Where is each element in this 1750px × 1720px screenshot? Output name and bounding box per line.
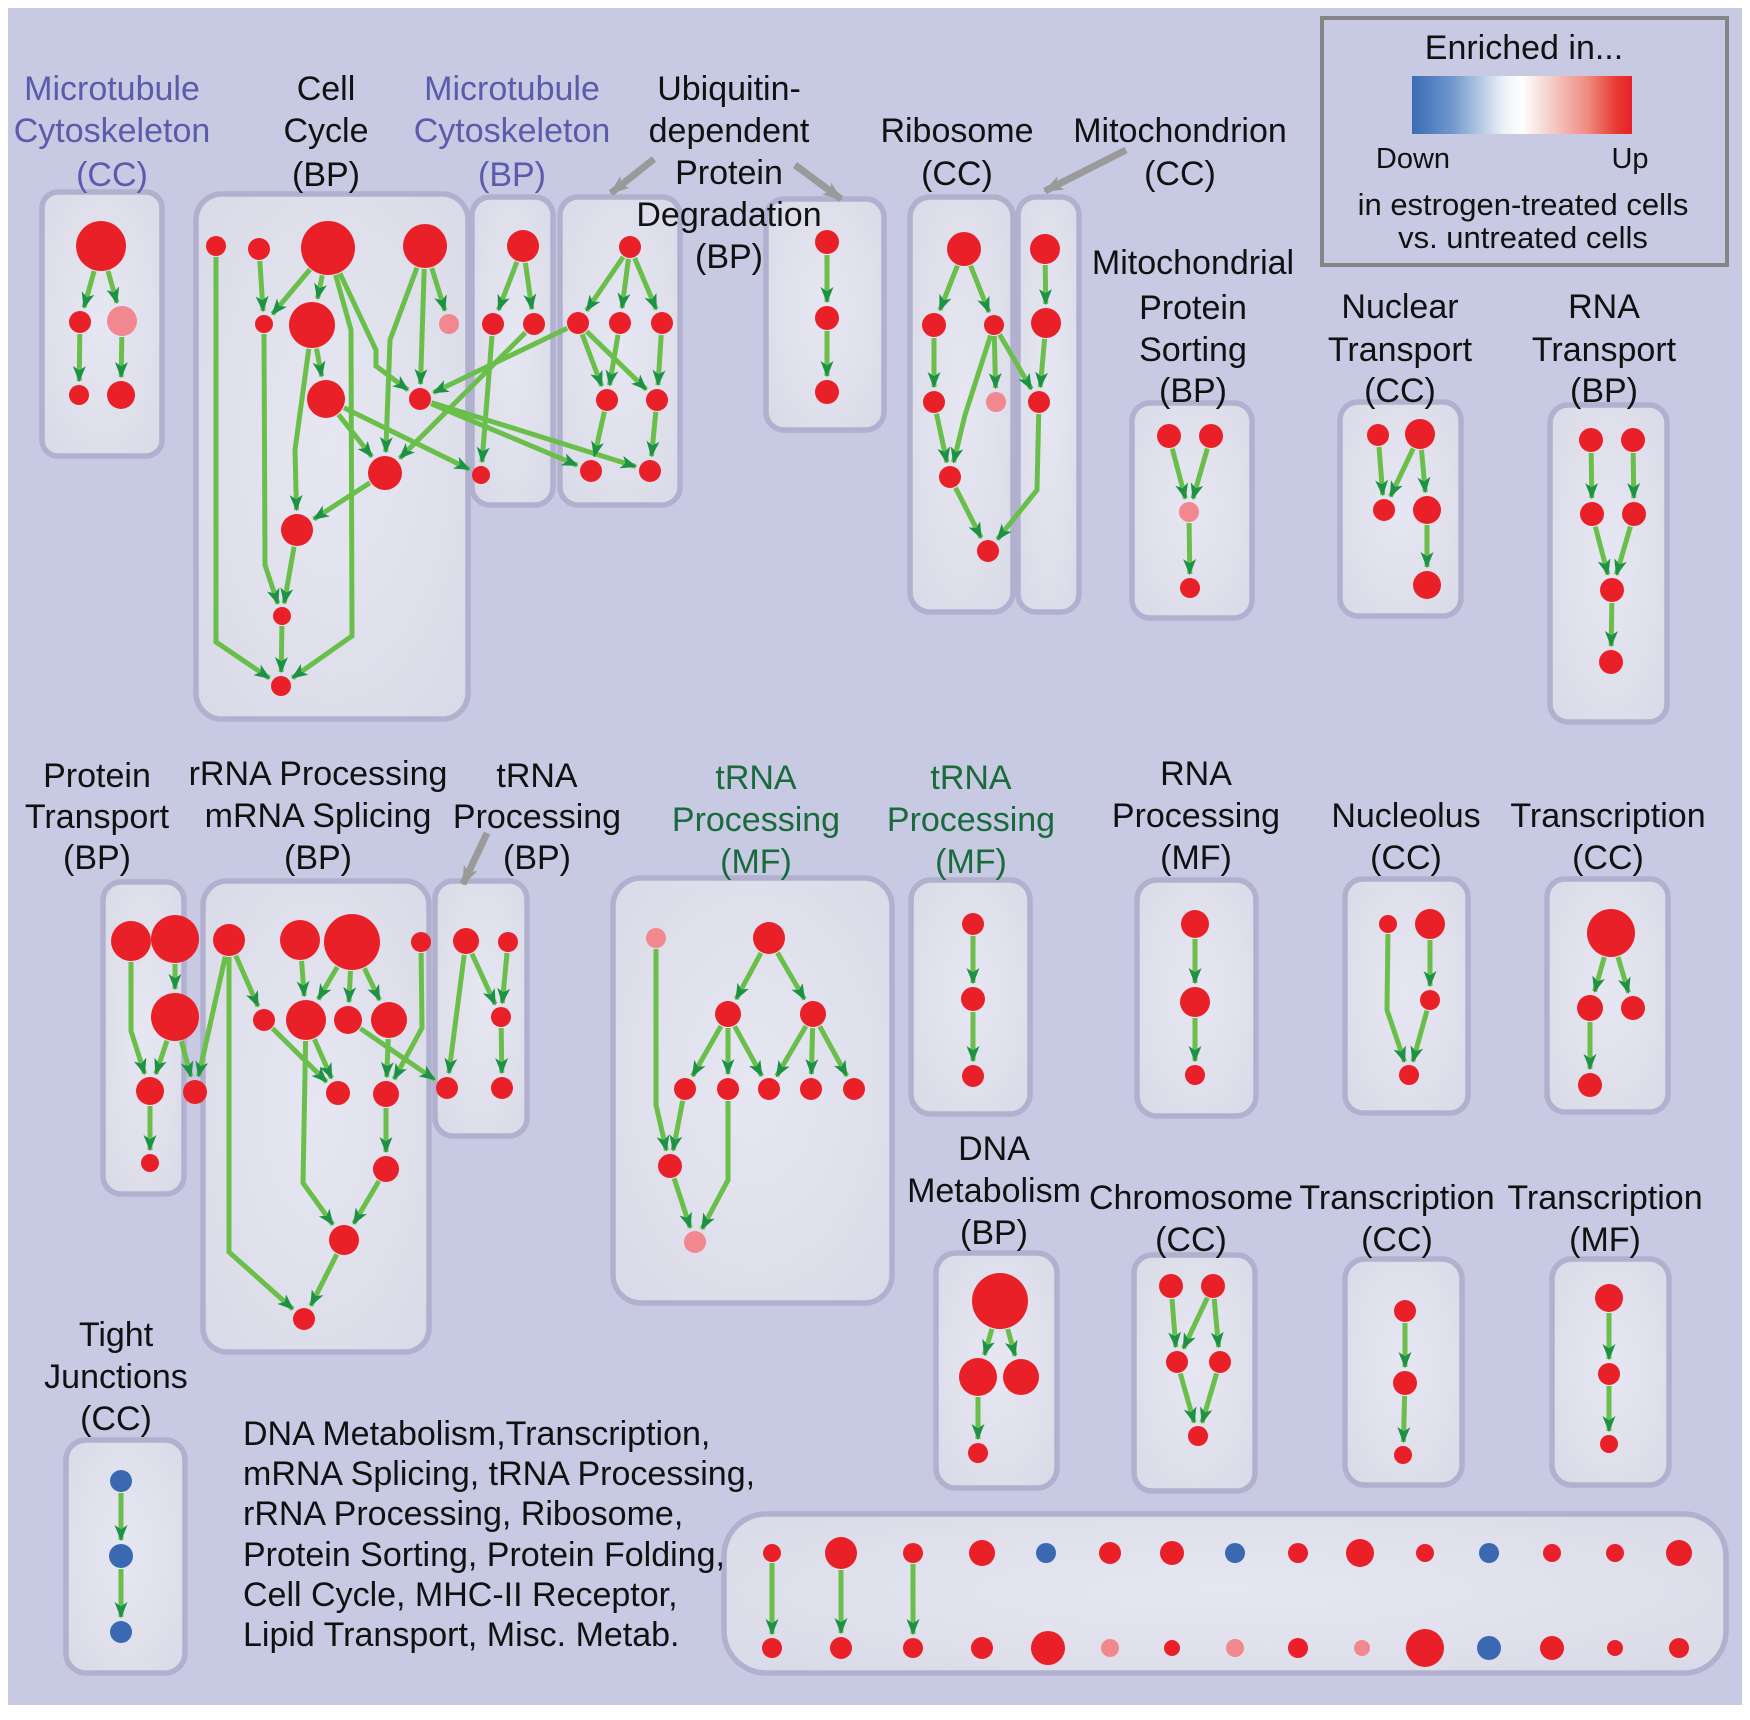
svg-text:Protein: Protein [43, 757, 151, 795]
svg-text:Lipid Transport, Misc. Metab.: Lipid Transport, Misc. Metab. [243, 1616, 680, 1654]
svg-text:Ubiquitin-: Ubiquitin- [657, 70, 801, 108]
svg-text:vs. untreated cells: vs. untreated cells [1398, 220, 1648, 255]
svg-text:(BP): (BP) [695, 238, 763, 276]
svg-text:Enriched in...: Enriched in... [1425, 29, 1623, 67]
svg-text:(CC): (CC) [1370, 839, 1442, 877]
svg-text:Degradation: Degradation [636, 196, 821, 234]
svg-text:Transcription: Transcription [1510, 797, 1705, 835]
svg-text:Microtubule: Microtubule [424, 70, 600, 108]
svg-text:Cell: Cell [297, 70, 356, 108]
svg-text:Protein: Protein [1139, 289, 1247, 327]
svg-text:mRNA Splicing: mRNA Splicing [205, 797, 432, 835]
svg-text:(CC): (CC) [1144, 155, 1216, 193]
svg-text:Protein Sorting, Protein Foldi: Protein Sorting, Protein Folding, [243, 1536, 725, 1574]
svg-text:Sorting: Sorting [1139, 331, 1247, 369]
svg-text:Up: Up [1611, 143, 1648, 175]
svg-text:Ribosome: Ribosome [880, 112, 1033, 150]
svg-text:(CC): (CC) [80, 1400, 152, 1438]
svg-text:Nuclear: Nuclear [1341, 288, 1458, 326]
svg-text:Transcription: Transcription [1507, 1179, 1702, 1217]
svg-text:Protein: Protein [675, 154, 783, 192]
svg-text:(BP): (BP) [503, 839, 571, 877]
svg-text:(BP): (BP) [63, 839, 131, 877]
svg-text:Cytoskeleton: Cytoskeleton [14, 112, 211, 150]
svg-text:Down: Down [1376, 143, 1450, 175]
svg-text:(BP): (BP) [1570, 372, 1638, 410]
svg-text:Transcription: Transcription [1299, 1179, 1494, 1217]
svg-text:Cycle: Cycle [283, 112, 368, 150]
svg-text:Chromosome: Chromosome [1089, 1179, 1293, 1217]
svg-text:(BP): (BP) [478, 156, 546, 194]
svg-text:Cytoskeleton: Cytoskeleton [414, 112, 611, 150]
svg-text:rRNA Processing, Ribosome,: rRNA Processing, Ribosome, [243, 1495, 683, 1533]
svg-text:Tight: Tight [79, 1316, 154, 1354]
svg-text:(CC): (CC) [1364, 372, 1436, 410]
svg-text:Nucleolus: Nucleolus [1331, 797, 1480, 835]
svg-text:mRNA Splicing, tRNA Processing: mRNA Splicing, tRNA Processing, [243, 1455, 755, 1493]
svg-text:(CC): (CC) [1361, 1221, 1433, 1259]
svg-text:(CC): (CC) [921, 155, 993, 193]
svg-text:(BP): (BP) [292, 156, 360, 194]
svg-text:Cell Cycle, MHC-II Receptor,: Cell Cycle, MHC-II Receptor, [243, 1576, 678, 1614]
svg-text:tRNA: tRNA [930, 759, 1012, 797]
svg-text:(BP): (BP) [1159, 372, 1227, 410]
svg-text:Processing: Processing [887, 801, 1055, 839]
svg-text:(MF): (MF) [1569, 1221, 1641, 1259]
svg-text:(MF): (MF) [935, 843, 1007, 881]
svg-text:RNA: RNA [1568, 288, 1640, 326]
svg-text:in estrogen-treated cells: in estrogen-treated cells [1358, 187, 1689, 222]
svg-text:Junctions: Junctions [44, 1358, 188, 1396]
svg-text:DNA Metabolism,Transcription,: DNA Metabolism,Transcription, [243, 1415, 710, 1453]
svg-text:(BP): (BP) [284, 839, 352, 877]
svg-text:(CC): (CC) [76, 156, 148, 194]
svg-text:Processing: Processing [453, 798, 621, 836]
svg-text:dependent: dependent [649, 112, 810, 150]
svg-text:Processing: Processing [1112, 797, 1280, 835]
svg-text:(MF): (MF) [1160, 839, 1232, 877]
svg-text:(CC): (CC) [1572, 839, 1644, 877]
svg-text:Transport: Transport [25, 798, 170, 836]
svg-text:(MF): (MF) [720, 843, 792, 881]
svg-text:Microtubule: Microtubule [24, 70, 200, 108]
svg-text:DNA: DNA [958, 1130, 1030, 1168]
svg-text:(CC): (CC) [1155, 1221, 1227, 1259]
svg-text:Metabolism: Metabolism [907, 1172, 1081, 1210]
svg-text:Processing: Processing [672, 801, 840, 839]
svg-text:tRNA: tRNA [715, 759, 797, 797]
svg-text:Mitochondrial: Mitochondrial [1092, 244, 1294, 282]
svg-text:Mitochondrion: Mitochondrion [1073, 112, 1287, 150]
svg-text:tRNA: tRNA [496, 757, 578, 795]
svg-text:Transport: Transport [1532, 331, 1677, 369]
svg-text:RNA: RNA [1160, 755, 1232, 793]
svg-text:(BP): (BP) [960, 1214, 1028, 1252]
svg-text:Transport: Transport [1328, 331, 1473, 369]
svg-text:rRNA Processing: rRNA Processing [189, 755, 448, 793]
